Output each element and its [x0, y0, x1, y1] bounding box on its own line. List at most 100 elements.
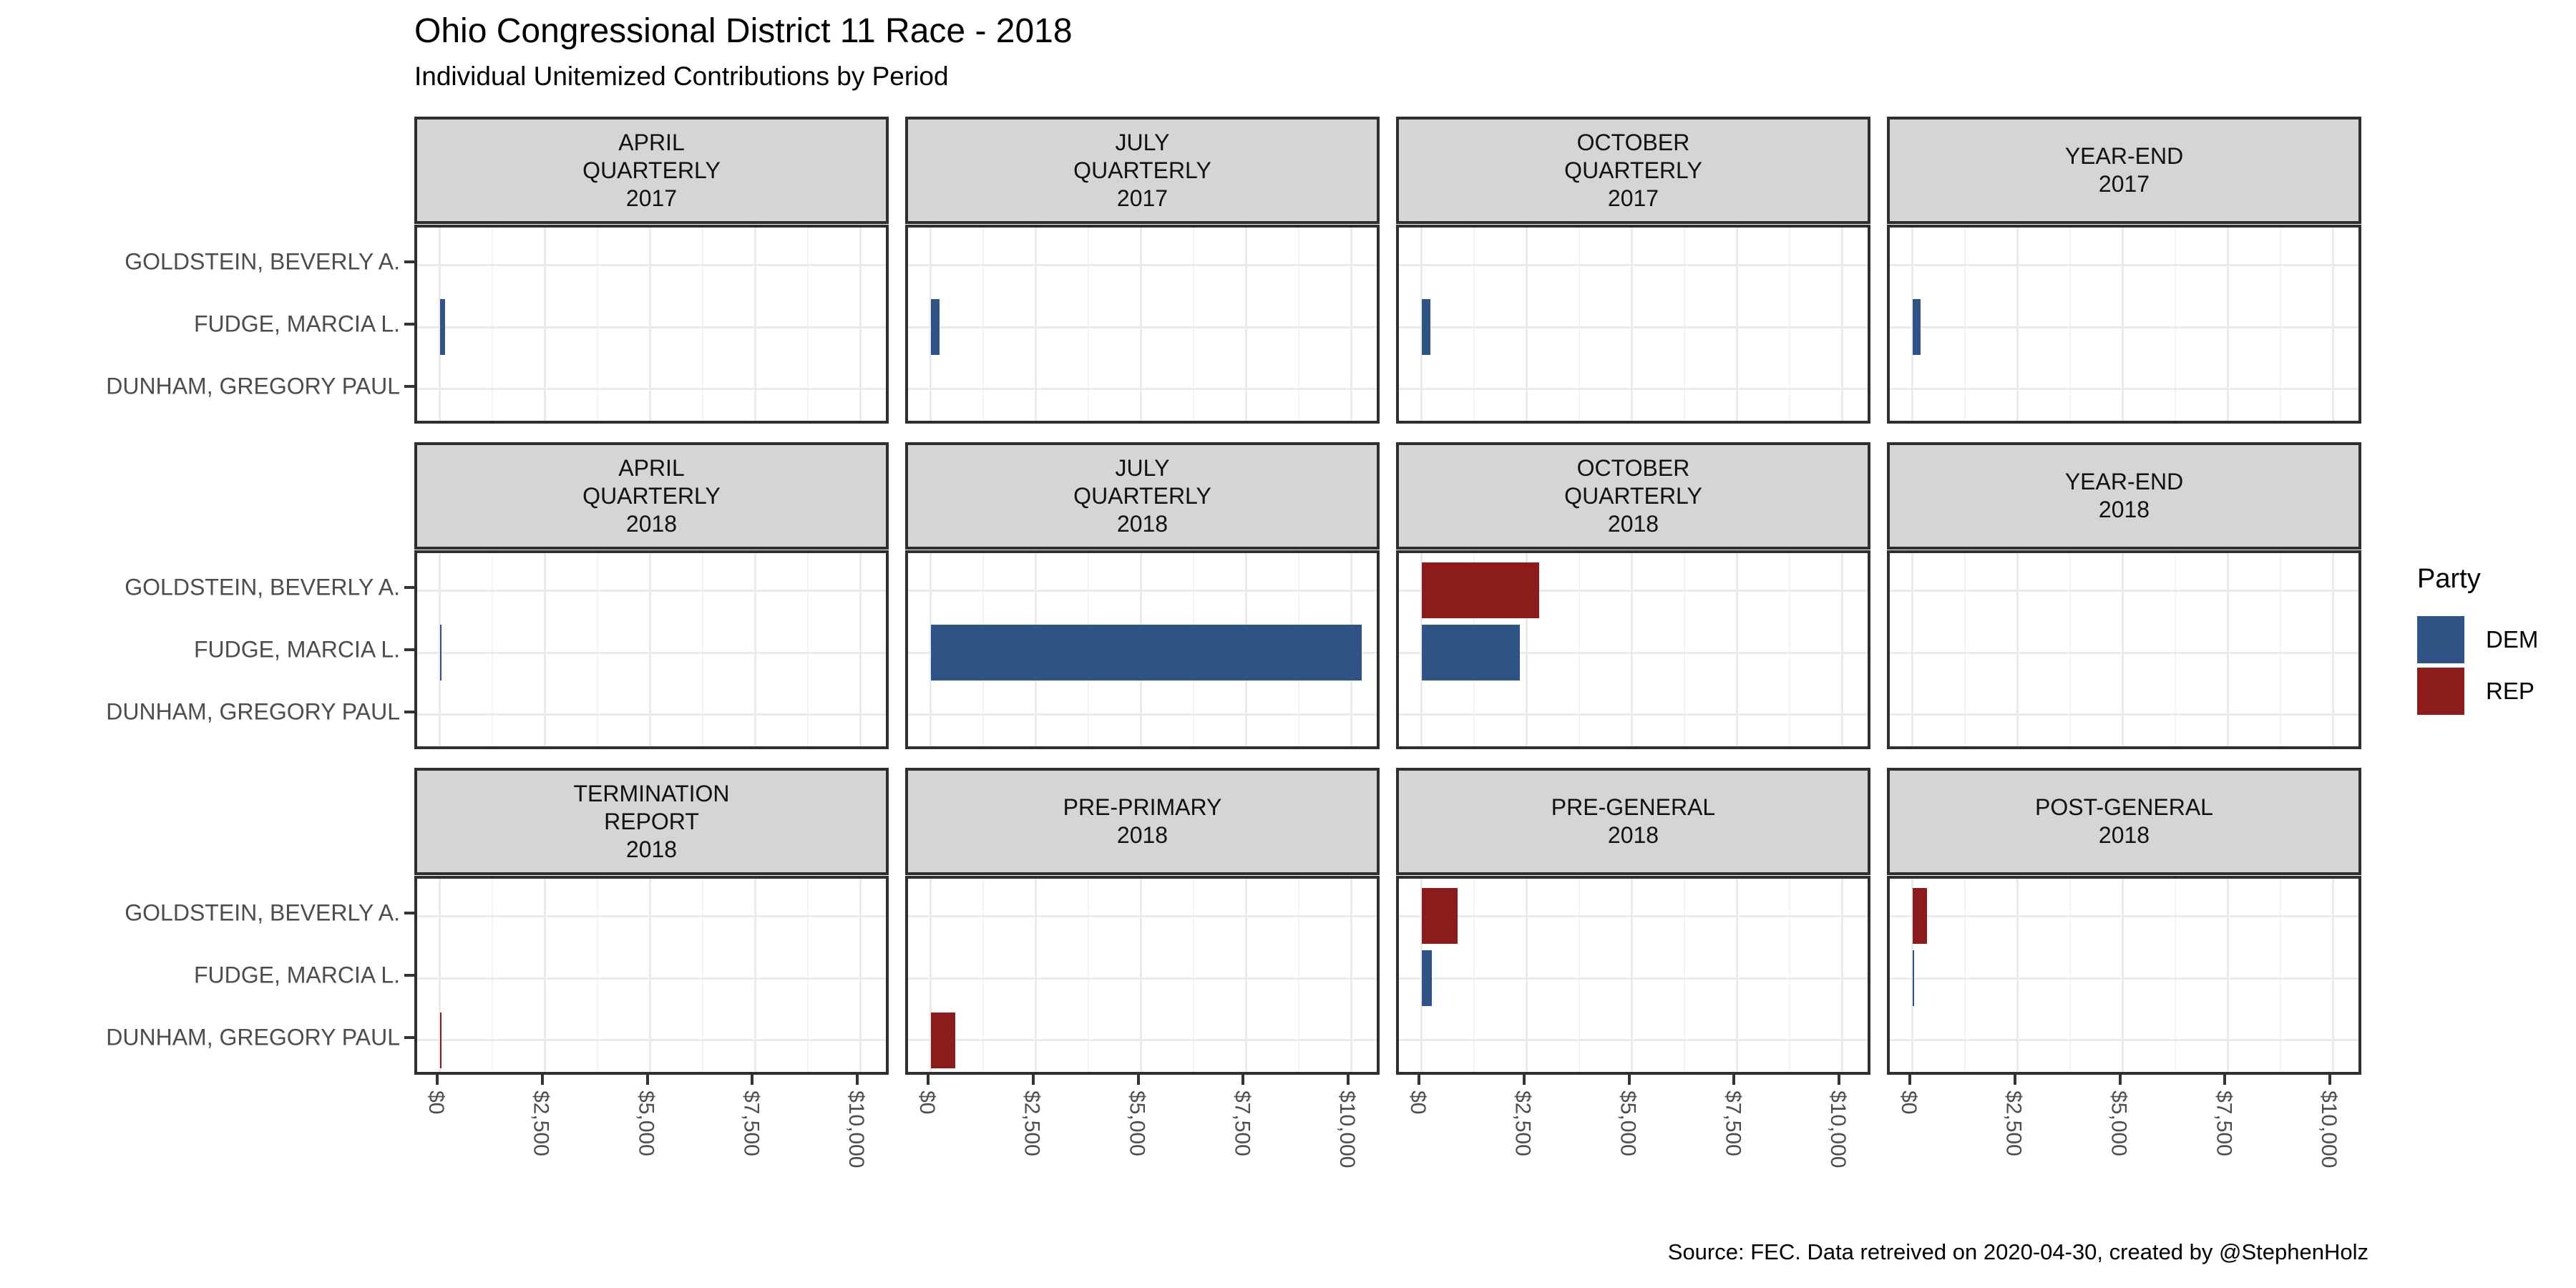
major-gridline [649, 553, 652, 746]
minor-gridline [1297, 879, 1299, 1072]
major-gridline [1840, 553, 1843, 746]
minor-gridline [1788, 228, 1790, 421]
minor-gridline [1579, 228, 1581, 421]
minor-gridline [1788, 879, 1790, 1072]
major-gridline [417, 977, 886, 980]
minor-gridline [1473, 228, 1475, 421]
bar-dem-fudge-marcia-l [1421, 625, 1520, 680]
minor-gridline [1088, 228, 1090, 421]
x-axis-tick [1732, 1075, 1736, 1085]
facet-strip-line: APRIL [618, 454, 685, 481]
x-axis-label: $0 [1405, 1091, 1430, 1115]
rep-swatch-icon [2417, 668, 2464, 715]
facet-strip-pre-general-2018: PRE-GENERAL 2018 [1396, 768, 1870, 875]
major-gridline [1526, 879, 1528, 1072]
x-axis-label: $0 [424, 1091, 448, 1115]
facet-strip-october-quarterly-2018: OCTOBER QUARTERLY 2018 [1396, 442, 1870, 550]
facet-strip-line: QUARTERLY [1564, 157, 1702, 183]
x-axis-label: $2,500 [1511, 1091, 1535, 1156]
source-caption: Source: FEC. Data retreived on 2020-04-3… [1667, 1239, 2368, 1264]
major-gridline [1399, 589, 1868, 592]
major-gridline [1035, 228, 1038, 421]
x-axis-label: $10,000 [1826, 1091, 1850, 1169]
facet-strip-line: 2017 [1116, 185, 1169, 211]
facet-strip-line: QUARTERLY [1073, 157, 1211, 183]
major-gridline [908, 977, 1377, 980]
y-axis-tick [404, 912, 414, 915]
x-axis-tick [926, 1075, 930, 1085]
minor-gridline [2174, 879, 2176, 1072]
minor-gridline [1579, 553, 1581, 746]
x-axis-tick [2013, 1075, 2016, 1085]
x-axis-tick [1347, 1075, 1350, 1085]
x-axis-label: $10,000 [2317, 1091, 2341, 1169]
facet-strip-line: 2018 [1116, 510, 1169, 537]
major-gridline [2331, 228, 2334, 421]
bar-rep-goldstein-beverly-a [1421, 562, 1540, 619]
facet-strip-line: JULY [1115, 129, 1170, 155]
dem-swatch-icon [2417, 616, 2464, 663]
facet-strip-line: OCTOBER [1576, 454, 1690, 481]
x-axis-tick [1627, 1075, 1631, 1085]
major-gridline [1399, 1039, 1868, 1042]
major-gridline [1035, 879, 1038, 1072]
major-gridline [1350, 879, 1352, 1072]
bar-dem-fudge-marcia-l [1421, 299, 1430, 355]
major-gridline [417, 388, 886, 391]
x-axis-label: $7,500 [1721, 1091, 1745, 1156]
major-gridline [1244, 228, 1247, 421]
major-gridline [1890, 651, 2358, 654]
facet-strip-label: PRE-PRIMARY 2018 [1063, 794, 1222, 849]
major-gridline [1890, 914, 2358, 917]
legend-title: Party [2417, 564, 2481, 594]
bar-rep-dunham-gregory-paul [439, 1012, 441, 1068]
major-gridline [417, 589, 886, 592]
x-axis-label: $5,000 [2107, 1091, 2131, 1156]
minor-gridline [597, 228, 599, 421]
minor-gridline [1297, 228, 1299, 421]
facet-strip-year-end-2018: YEAR-END 2018 [1887, 442, 2361, 550]
facet-strip-line: PRE-PRIMARY [1063, 794, 1222, 820]
minor-gridline [806, 553, 809, 746]
major-gridline [2016, 879, 2019, 1072]
facet-panel-year-end-2018 [1887, 550, 2361, 749]
y-axis-label-fudge-marcia-l: FUDGE, MARCIA L. [193, 311, 400, 337]
minor-gridline [1964, 879, 1966, 1072]
major-gridline [1399, 263, 1868, 266]
facet-strip-line: 2017 [1607, 185, 1659, 211]
major-gridline [908, 326, 1377, 328]
minor-gridline [2069, 553, 2072, 746]
facet-strip-line: APRIL [618, 129, 685, 155]
facet-strip-line: 2018 [625, 836, 678, 862]
x-axis-tick [2118, 1075, 2122, 1085]
facet-strip-post-general-2018: POST-GENERAL 2018 [1887, 768, 2361, 875]
minor-gridline [982, 879, 985, 1072]
major-gridline [1890, 263, 2358, 266]
major-gridline [2226, 228, 2229, 421]
y-axis-tick [404, 710, 414, 713]
facet-strip-july-quarterly-2017: JULY QUARTERLY 2017 [905, 117, 1380, 224]
major-gridline [544, 879, 547, 1072]
x-axis-label: $5,000 [1616, 1091, 1640, 1156]
major-gridline [1399, 326, 1868, 328]
x-axis-tick [540, 1075, 544, 1085]
bar-rep-goldstein-beverly-a [1912, 888, 1927, 945]
major-gridline [1140, 228, 1143, 421]
bar-dem-fudge-marcia-l [439, 299, 445, 355]
minor-gridline [1964, 228, 1966, 421]
major-gridline [1911, 553, 1914, 746]
minor-gridline [2279, 553, 2281, 746]
y-axis-tick [404, 323, 414, 326]
major-gridline [1840, 228, 1843, 421]
legend-key-dem: DEM [2417, 616, 2538, 663]
y-axis-label-fudge-marcia-l: FUDGE, MARCIA L. [193, 962, 400, 988]
facet-strip-april-quarterly-2017: APRIL QUARTERLY 2017 [414, 117, 889, 224]
major-gridline [1526, 553, 1528, 746]
major-gridline [1244, 879, 1247, 1072]
minor-gridline [1683, 553, 1685, 746]
facet-strip-line: QUARTERLY [1564, 482, 1702, 509]
minor-gridline [806, 228, 809, 421]
major-gridline [417, 263, 886, 266]
y-axis-label-goldstein-beverly-a: GOLDSTEIN, BEVERLY A. [125, 574, 400, 600]
major-gridline [2331, 879, 2334, 1072]
